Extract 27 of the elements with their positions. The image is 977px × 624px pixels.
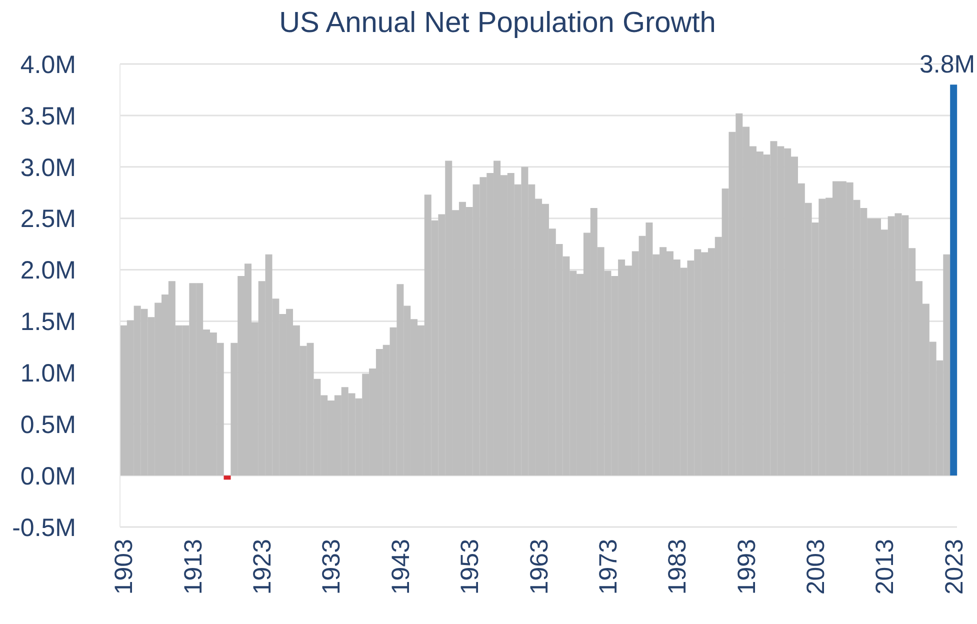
y-tick-label: 0.0M xyxy=(20,462,76,490)
chart-title: US Annual Net Population Growth xyxy=(278,6,717,40)
y-tick-label: 2.0M xyxy=(20,256,76,285)
y-tick-label: 3.5M xyxy=(20,102,76,130)
x-tick-label: 2003 xyxy=(802,539,830,595)
x-tick-label: 1983 xyxy=(664,539,692,595)
x-tick-label: 2023 xyxy=(940,539,968,595)
x-tick-label: 2013 xyxy=(871,539,900,595)
x-tick-label: 1973 xyxy=(594,539,622,595)
bar xyxy=(224,476,231,480)
x-tick-label: 1963 xyxy=(525,539,554,595)
x-tick-label: 1913 xyxy=(179,539,208,595)
y-tick-label: 1.0M xyxy=(20,360,76,388)
y-tick-label: 3.0M xyxy=(20,154,76,182)
y-tick-label: -0.5M xyxy=(12,514,76,542)
x-tick-label: 1943 xyxy=(386,539,415,595)
x-tick-label: 1993 xyxy=(732,539,761,595)
y-tick-label: 1.5M xyxy=(20,308,76,336)
x-tick-label: 1923 xyxy=(248,539,277,595)
x-tick-label: 1953 xyxy=(456,539,484,595)
y-tick-label: 2.5M xyxy=(20,205,76,234)
x-tick-label: 1933 xyxy=(318,539,346,595)
y-tick-label: 0.5M xyxy=(20,410,76,439)
x-tick-label: 1903 xyxy=(110,539,138,595)
y-tick-label: 4.0M xyxy=(20,50,76,79)
data-label: 3.8M xyxy=(919,50,976,79)
bar xyxy=(950,84,958,476)
